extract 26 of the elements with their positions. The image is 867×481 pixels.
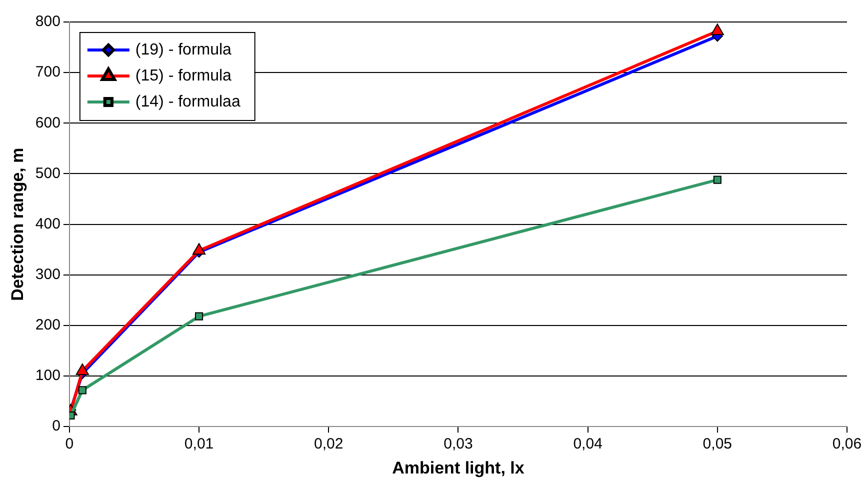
x-tick-label: 0,04 — [573, 436, 602, 453]
y-tick-label: 100 — [35, 367, 60, 384]
y-tick-label: 800 — [35, 13, 60, 30]
legend-label: (19) - formula — [135, 41, 232, 58]
x-tick-label: 0 — [65, 436, 74, 453]
x-tick-label: 0,01 — [184, 436, 214, 453]
y-tick-label: 500 — [35, 164, 60, 182]
y-tick-label: 0 — [52, 418, 60, 435]
x-tick-label: 0,06 — [832, 436, 862, 453]
legend-label: (14) - formulaa — [135, 93, 240, 110]
y-tick-label: 700 — [35, 64, 60, 81]
point — [710, 24, 724, 36]
y-tick-label: 200 — [35, 316, 60, 334]
y-tick-label: 600 — [35, 114, 60, 132]
y-tick-label: 300 — [35, 266, 60, 284]
x-tick-label: 0,02 — [314, 436, 344, 453]
point — [192, 243, 206, 255]
legend-label: (15) - formula — [135, 67, 232, 84]
x-axis-title: Ambient light, lx — [392, 458, 525, 478]
y-axis-title: Detection range, m — [8, 148, 27, 301]
point — [713, 176, 722, 184]
point — [78, 386, 86, 394]
y-tick-label: 400 — [35, 215, 60, 232]
x-tick-label: 0,05 — [702, 436, 732, 453]
point — [194, 312, 204, 320]
x-tick-label: 0,03 — [444, 436, 473, 453]
